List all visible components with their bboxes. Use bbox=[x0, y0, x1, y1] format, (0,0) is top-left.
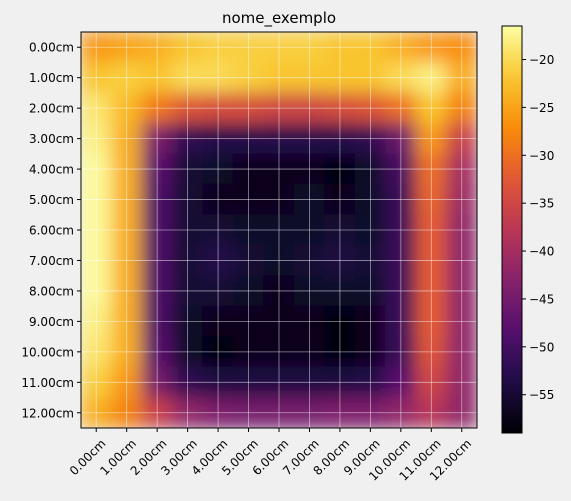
x-axis: 0.00cm1.00cm2.00cm3.00cm4.00cm5.00cm6.00… bbox=[67, 428, 474, 484]
colorbar-tick-label: −30 bbox=[529, 149, 554, 163]
chart-title: nome_exemplo bbox=[222, 9, 336, 28]
y-tick-label: 0.00cm bbox=[29, 41, 74, 55]
colorbar: −20 −25 −30 −35 −40 −45 −50 −55 bbox=[502, 26, 554, 433]
colorbar-tick-label: −35 bbox=[529, 197, 554, 211]
y-tick-label: 2.00cm bbox=[29, 102, 74, 116]
y-axis: 0.00cm 1.00cm 2.00cm 3.00cm 4.00cm 5.00cm 6.00… bbox=[21, 41, 81, 421]
y-tick-label: 1.00cm bbox=[29, 71, 74, 85]
colorbar-tick-label: −25 bbox=[529, 101, 554, 115]
y-tick-label: 3.00cm bbox=[29, 132, 74, 146]
colorbar-tick-label: −55 bbox=[529, 388, 554, 402]
y-tick-label: 7.00cm bbox=[29, 254, 74, 268]
colorbar-ticks: −20 −25 −30 −35 −40 −45 −50 −55 bbox=[522, 53, 554, 402]
y-tick-label: 12.00cm bbox=[21, 406, 74, 420]
y-tick-label: 5.00cm bbox=[29, 193, 74, 207]
colorbar-gradient bbox=[502, 26, 522, 433]
colorbar-tick-label: −20 bbox=[529, 53, 554, 67]
colorbar-tick-label: −40 bbox=[529, 245, 554, 259]
y-tick-label: 11.00cm bbox=[21, 376, 74, 390]
colorbar-tick-label: −45 bbox=[529, 292, 554, 306]
colorbar-tick-label: −50 bbox=[529, 340, 554, 354]
heatmap-area bbox=[81, 32, 478, 429]
y-tick-label: 6.00cm bbox=[29, 224, 74, 238]
y-tick-label: 8.00cm bbox=[29, 284, 74, 298]
y-tick-label: 9.00cm bbox=[29, 315, 74, 329]
y-tick-label: 4.00cm bbox=[29, 163, 74, 177]
y-tick-label: 10.00cm bbox=[21, 345, 74, 359]
